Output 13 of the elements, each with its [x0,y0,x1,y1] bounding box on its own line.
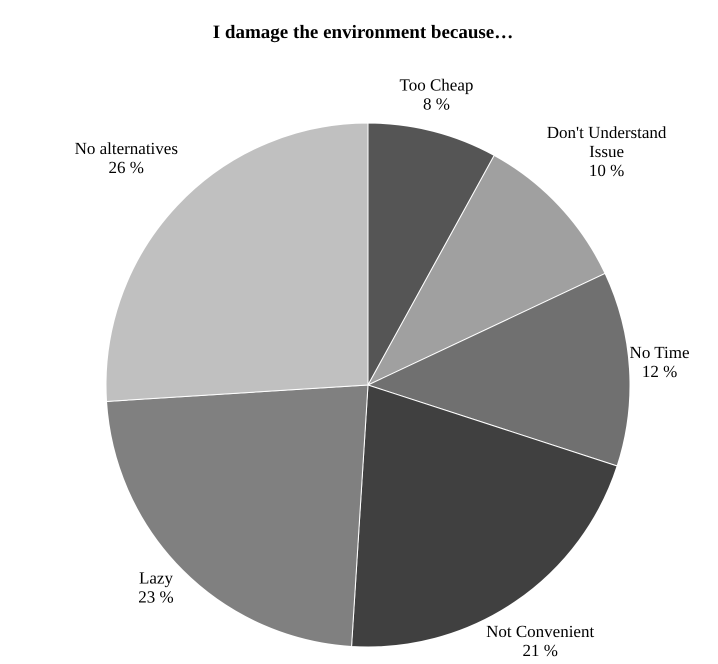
data-label: 21 % [522,641,558,660]
data-label: 23 % [138,588,174,607]
data-label: 10 % [588,161,624,180]
slice-label: Lazy [139,568,174,588]
data-label: 12 % [642,362,678,381]
chart-title: I damage the environment because… [212,22,514,43]
slice-label: No alternatives [74,139,178,158]
slice-label: Too Cheap [400,75,474,94]
data-label: 26 % [108,158,144,178]
slice-label: Don't Understand Issue [546,123,667,162]
slice-label: No Time [630,342,690,362]
slice-label: Not Convenient [486,622,594,642]
data-label: 8 % [422,94,450,114]
